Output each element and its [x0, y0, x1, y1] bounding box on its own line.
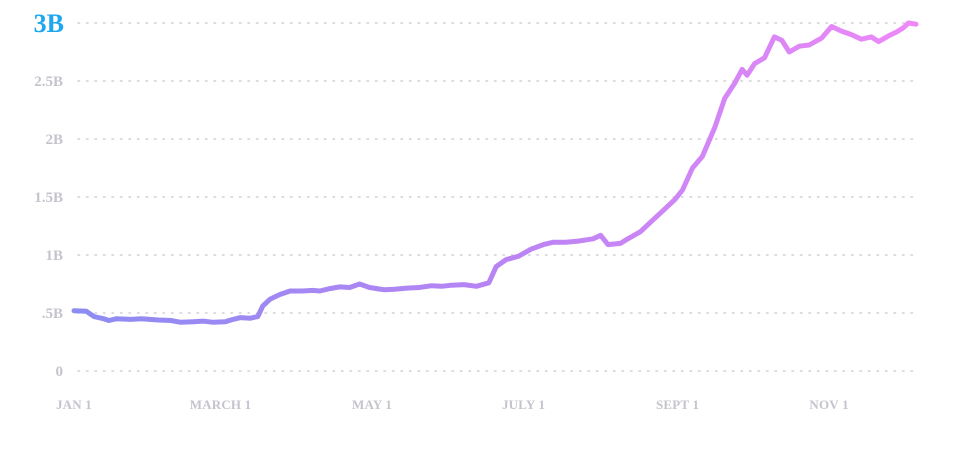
x-axis-labels: JAN 1 MARCH 1 MAY 1 JULY 1 SEPT 1 NOV 1 — [56, 397, 849, 412]
grid-lines — [77, 22, 917, 372]
y-tick-label: 0 — [56, 364, 64, 380]
x-tick-label: JAN 1 — [56, 397, 92, 412]
series-line — [71, 20, 919, 325]
y-tick-label: 1B — [45, 248, 63, 264]
y-tick-label: .5B — [42, 306, 63, 322]
y-axis-labels: 0 .5B 1B 1.5B 2B 2.5B 3B — [34, 9, 64, 380]
y-tick-label: 2.5B — [34, 74, 63, 90]
x-tick-label: MAY 1 — [352, 397, 392, 412]
y-tick-label: 2B — [45, 132, 63, 148]
y-tick-label: 3B — [34, 9, 64, 38]
y-tick-label: 1.5B — [34, 190, 63, 206]
x-tick-label: NOV 1 — [809, 397, 848, 412]
x-tick-label: SEPT 1 — [656, 397, 699, 412]
x-tick-label: MARCH 1 — [190, 397, 252, 412]
series-layer — [71, 20, 919, 325]
x-tick-label: JULY 1 — [502, 397, 545, 412]
